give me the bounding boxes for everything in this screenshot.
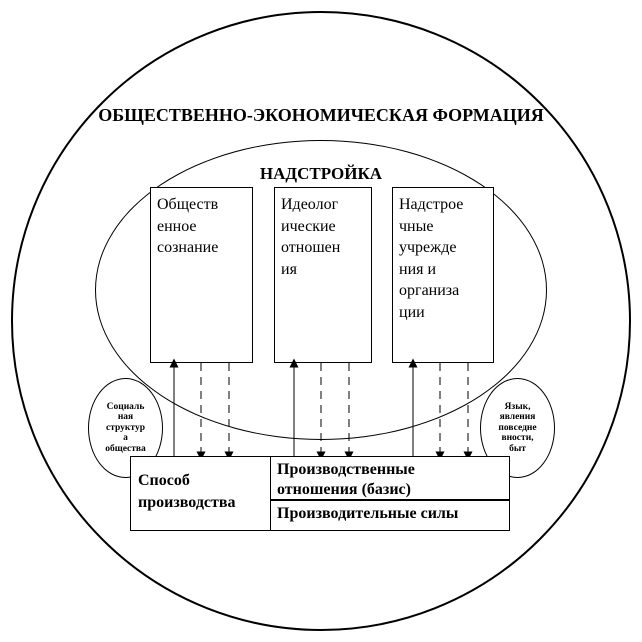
base-inner-box-1: Производительные силы xyxy=(270,500,510,531)
main-title: ОБЩЕСТВЕННО-ЭКОНОМИЧЕСКАЯ ФОРМАЦИЯ xyxy=(0,105,642,126)
superstructure-title: НАДСТРОЙКА xyxy=(0,164,642,184)
superstructure-box-0: Общественноесознание xyxy=(150,187,253,363)
superstructure-box-1: Идеологическиеотношения xyxy=(274,187,372,363)
superstructure-box-2: Надстроечныеучреждения иорганизации xyxy=(392,187,494,363)
base-inner-box-0: Производственныеотношения (базис) xyxy=(270,456,510,500)
production-mode-label: Способпроизводства xyxy=(138,470,236,513)
